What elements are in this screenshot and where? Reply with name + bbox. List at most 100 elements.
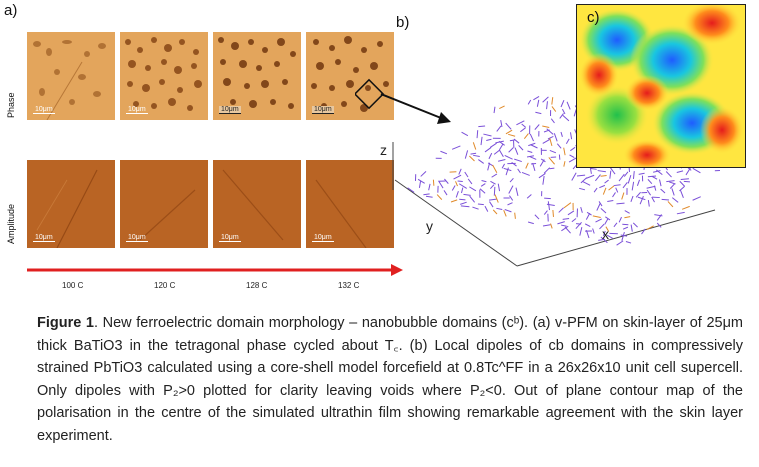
dipole-arrow (479, 188, 486, 194)
dipole-arrow (647, 179, 653, 185)
dipole-arrow (542, 224, 551, 227)
dipole-arrow (576, 174, 586, 177)
dipole-arrow (521, 123, 526, 128)
dipole-arrow (630, 195, 634, 202)
dipole-arrow (599, 184, 606, 189)
dipole-arrow (600, 175, 607, 177)
dipole-arrow (605, 226, 610, 232)
dipole-arrow (493, 106, 496, 114)
dipole-arrow (612, 192, 616, 198)
dipole-arrow (443, 190, 448, 196)
scale-bar: 10μm (312, 106, 334, 114)
dipole-arrow (487, 162, 494, 167)
dipole-arrow (511, 162, 517, 167)
dipole-arrow (550, 118, 555, 124)
dipole-arrow (637, 196, 646, 201)
dipole-arrow (489, 198, 497, 201)
dipole-arrow (505, 129, 513, 135)
dipole-arrow (609, 170, 612, 179)
dipole-arrow (540, 158, 546, 163)
dipole-arrow (498, 140, 505, 146)
dipole-arrow (562, 115, 570, 122)
dipole-arrow (491, 173, 498, 178)
dipole-arrow (453, 174, 462, 180)
dipole-arrow (520, 127, 526, 133)
temp-label-120c: 120 C (154, 281, 176, 290)
dipole-arrow (504, 155, 513, 160)
dipole-arrow (630, 224, 633, 232)
dipole-arrow (592, 215, 601, 218)
dipole-arrow (608, 185, 615, 191)
dipole-3d-plot (392, 95, 743, 267)
dipole-arrow (533, 95, 540, 101)
dipole-arrow (496, 207, 503, 210)
dipole-arrow (536, 99, 540, 107)
dipole-arrow (600, 207, 607, 214)
dipole-arrow (420, 170, 427, 177)
dipole-arrow (444, 178, 449, 184)
dipole-arrow (624, 216, 631, 219)
dipole-arrow (418, 181, 422, 188)
dipole-arrow (534, 214, 540, 220)
dipole-arrow (573, 109, 577, 117)
dipole-arrow (685, 167, 692, 176)
dipole-arrow (585, 174, 595, 179)
dipole-arrow (509, 195, 514, 201)
dipole-arrow (486, 138, 492, 142)
dipole-arrow (493, 186, 496, 196)
dipole-arrow (483, 133, 492, 137)
dipole-arrow (646, 185, 656, 189)
phase-image-128c: 10μm (213, 32, 301, 120)
dipole-arrow (500, 120, 503, 128)
dipole-arrow (618, 173, 625, 182)
dipole-arrow (489, 184, 495, 190)
dipole-arrow (490, 180, 496, 185)
dipole-arrow (636, 179, 640, 187)
dipole-arrow (417, 178, 425, 184)
dipole-arrow (470, 152, 477, 155)
dipole-arrow (481, 180, 487, 183)
dipole-arrow (594, 174, 601, 182)
dipole-arrow (627, 174, 632, 184)
dipole-arrow (646, 225, 654, 230)
dipole-arrow (620, 234, 628, 237)
dipole-arrow (514, 212, 516, 219)
dipole-arrow (666, 180, 675, 183)
dipole-arrow (602, 230, 606, 237)
dipole-arrow (476, 130, 479, 139)
dipole-arrow (651, 196, 655, 203)
dipole-arrow (543, 167, 551, 174)
dipole-arrow (504, 209, 512, 213)
dipole-arrow (560, 99, 565, 108)
dipole-arrow (632, 222, 638, 228)
dipole-arrow (503, 209, 507, 217)
dipole-arrow (569, 154, 575, 159)
dipole-arrow (568, 157, 577, 163)
dipole-arrow (656, 222, 662, 228)
dipole-arrow (681, 205, 690, 210)
dipole-arrow (523, 133, 529, 139)
dipole-arrow (529, 155, 537, 160)
dipole-arrow (464, 171, 469, 178)
dipole-arrow (604, 218, 609, 225)
dipole-arrow (528, 142, 536, 147)
dipole-arrow (455, 181, 458, 187)
dipole-arrow (557, 221, 565, 225)
dipole-arrow (535, 111, 542, 115)
dipole-arrow (597, 170, 606, 173)
dipole-arrow (669, 183, 675, 189)
dipole-arrow (488, 152, 493, 160)
dipole-arrow (579, 187, 586, 191)
x-axis-line (516, 209, 716, 267)
dipole-arrow (596, 202, 601, 211)
dipole-arrow (509, 139, 516, 142)
dipole-arrow (654, 214, 663, 217)
dipole-arrow (461, 131, 469, 137)
dipole-arrow (567, 210, 575, 216)
scale-bar: 10μm (126, 234, 148, 242)
dipole-arrow (551, 97, 554, 105)
dipole-arrow (639, 195, 644, 205)
dipole-arrow (570, 132, 573, 140)
phase-image-132c: 10μm (306, 32, 394, 120)
dipole-arrow (489, 142, 497, 148)
